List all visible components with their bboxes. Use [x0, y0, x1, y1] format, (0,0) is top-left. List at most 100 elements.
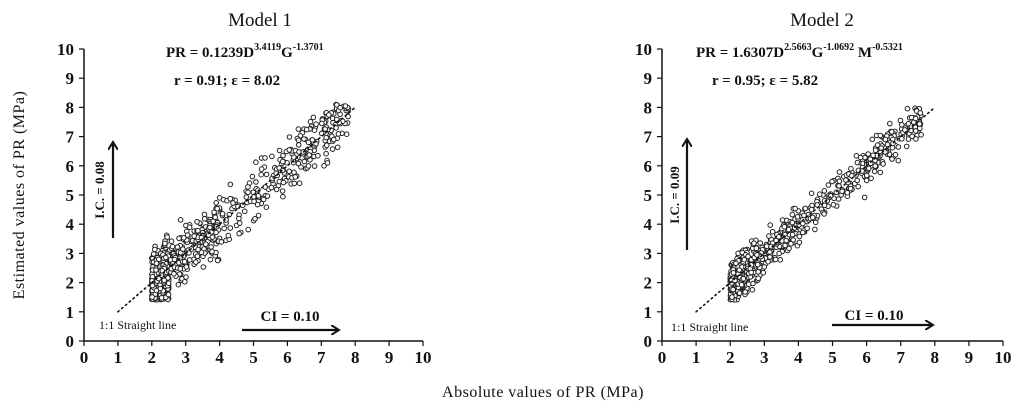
x-tick-label: 0	[658, 348, 667, 367]
y-tick-label: 9	[644, 69, 653, 88]
data-point	[904, 105, 911, 112]
data-point	[301, 158, 308, 165]
data-point	[149, 294, 155, 300]
y-tick-label: 8	[644, 98, 653, 117]
x-tick-label: 10	[995, 348, 1012, 367]
data-point	[181, 235, 187, 241]
data-point	[322, 126, 329, 132]
data-point	[195, 246, 201, 253]
data-point	[230, 200, 236, 206]
data-point	[311, 163, 318, 169]
y-tick-label: 1	[644, 303, 653, 322]
annotations: 1:1 Straight line I.C. = 0.09 CI = 0.10	[667, 106, 936, 334]
y-tick-label: 5	[66, 186, 75, 205]
data-point	[836, 169, 843, 175]
data-point	[165, 280, 172, 287]
data-point	[892, 151, 899, 158]
data-point	[258, 171, 265, 178]
data-point	[255, 212, 262, 219]
data-point	[802, 205, 809, 212]
data-point	[310, 114, 317, 121]
data-point	[181, 258, 188, 265]
data-point	[899, 122, 905, 128]
data-point	[200, 264, 207, 270]
data-point	[263, 204, 270, 210]
data-point	[218, 239, 225, 245]
data-point	[291, 169, 297, 176]
data-point	[745, 281, 752, 288]
data-point	[227, 195, 234, 202]
data-point	[273, 186, 280, 193]
data-point	[175, 281, 182, 288]
data-point	[286, 168, 293, 175]
data-point	[785, 226, 792, 233]
data-point	[203, 241, 209, 247]
data-point	[888, 129, 895, 135]
reference-line-label: 1:1 Straight line	[671, 320, 748, 334]
data-point	[330, 136, 337, 143]
equation-term: M	[854, 45, 872, 61]
data-point	[878, 145, 885, 151]
data-point	[324, 142, 330, 149]
equation-term: G	[812, 45, 824, 61]
data-point	[174, 244, 181, 250]
model-statistics: r = 0.95; ε = 5.82	[712, 73, 818, 89]
x-tick-label: 5	[828, 348, 837, 367]
data-point	[225, 232, 232, 239]
data-point	[161, 277, 167, 284]
data-point	[868, 175, 874, 182]
model-equation: PR = 1.6307D2.5663G-1.0692 M-0.5321	[696, 42, 903, 61]
data-point	[913, 136, 919, 142]
data-point	[319, 120, 325, 127]
data-point	[269, 153, 275, 160]
data-point	[164, 234, 170, 240]
data-point	[769, 228, 776, 235]
data-point	[809, 214, 816, 221]
data-point	[162, 240, 168, 247]
data-point	[829, 178, 835, 185]
data-point	[236, 220, 243, 226]
equation-exponent: -1.3701	[293, 42, 324, 53]
data-point	[844, 189, 851, 196]
y-tick-label: 6	[644, 157, 653, 176]
data-point	[313, 121, 319, 127]
data-point	[209, 234, 216, 240]
data-point	[736, 290, 743, 296]
data-point	[816, 191, 823, 197]
data-point	[326, 112, 332, 118]
data-point	[180, 246, 186, 252]
y-tick-label: 7	[644, 128, 653, 147]
ci-label: CI = 0.10	[845, 308, 904, 324]
data-point	[295, 160, 302, 167]
data-point	[899, 136, 905, 142]
reference-line-1-to-1	[117, 106, 357, 313]
data-point	[788, 240, 794, 247]
x-tick-label: 2	[726, 348, 735, 367]
data-point	[295, 137, 302, 144]
data-point	[153, 287, 160, 294]
data-point	[917, 110, 924, 116]
x-tick-label: 4	[794, 348, 803, 367]
data-point	[918, 132, 924, 138]
data-point	[730, 270, 737, 276]
data-point	[305, 163, 312, 169]
data-point	[303, 126, 310, 133]
data-point	[245, 189, 251, 196]
data-point	[905, 120, 912, 127]
x-tick-label: 9	[385, 348, 394, 367]
data-point	[343, 131, 350, 137]
scatter-points	[149, 101, 352, 303]
data-point	[286, 147, 293, 153]
data-point	[214, 205, 220, 212]
data-point	[804, 225, 811, 232]
data-point	[865, 151, 872, 157]
data-point	[255, 193, 262, 199]
data-point	[880, 161, 886, 167]
scatter-panel-model-2: Model 2 PR = 1.6307D2.5663G-1.0692 M-0.5…	[635, 10, 1012, 367]
shared-x-axis-label: Absolute values of PR (MPa)	[442, 384, 644, 401]
data-point	[754, 261, 761, 268]
data-point	[176, 235, 182, 242]
data-point	[183, 274, 189, 280]
data-point	[264, 193, 271, 199]
data-point	[776, 234, 782, 240]
